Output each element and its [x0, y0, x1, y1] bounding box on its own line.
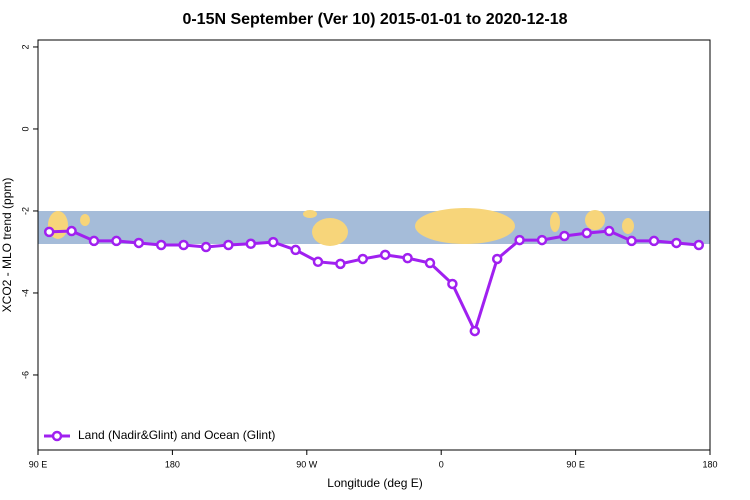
data-point: [424, 257, 436, 269]
data-point: [536, 234, 548, 246]
y-tick-label: -2: [20, 207, 30, 215]
data-point: [514, 234, 525, 246]
x-tick-label: 90 E: [566, 459, 585, 469]
data-point: [133, 237, 145, 249]
x-tick-label: 0: [439, 459, 444, 469]
data-point: [648, 235, 660, 247]
legend-marker: [51, 430, 63, 442]
data-point: [491, 253, 503, 265]
y-tick-label: -4: [20, 289, 30, 297]
y-axis-label: XCO2 - MLO trend (ppm): [0, 178, 14, 313]
x-tick-label: 180: [165, 459, 180, 469]
data-point: [603, 225, 615, 237]
map-band: [38, 208, 710, 246]
y-tick-label: 0: [20, 126, 30, 131]
x-tick-label: 90 W: [296, 459, 318, 469]
data-point: [626, 235, 637, 247]
data-point: [43, 226, 55, 238]
data-point: [312, 256, 324, 268]
x-tick-label: 90 E: [29, 459, 48, 469]
y-tick-label: 2: [20, 44, 30, 49]
data-point: [402, 252, 413, 264]
data-point: [66, 225, 77, 237]
series-line: [49, 229, 699, 336]
data-point: [357, 253, 369, 265]
data-point: [335, 258, 346, 270]
data-point: [290, 244, 301, 256]
data-point: [267, 236, 279, 248]
data-point: [469, 325, 481, 337]
data-point: [178, 239, 189, 251]
legend-label: Land (Nadir&Glint) and Ocean (Glint): [78, 428, 275, 442]
plot-frame: [37, 39, 711, 451]
data-point: [155, 239, 167, 251]
x-axis-label: Longitude (deg E): [327, 476, 422, 490]
data-point: [559, 230, 570, 242]
data-point: [223, 239, 234, 251]
data-point: [581, 227, 593, 239]
data-point: [200, 241, 212, 253]
y-tick-label: -6: [20, 371, 30, 379]
data-point: [111, 235, 122, 247]
x-tick-label: 180: [702, 459, 717, 469]
data-point: [245, 238, 257, 250]
data-point: [693, 239, 705, 251]
data-point: [671, 237, 682, 249]
data-point: [447, 278, 458, 290]
data-point: [88, 235, 100, 247]
data-point: [379, 249, 391, 261]
chart-title: 0-15N September (Ver 10) 2015-01-01 to 2…: [182, 11, 567, 28]
